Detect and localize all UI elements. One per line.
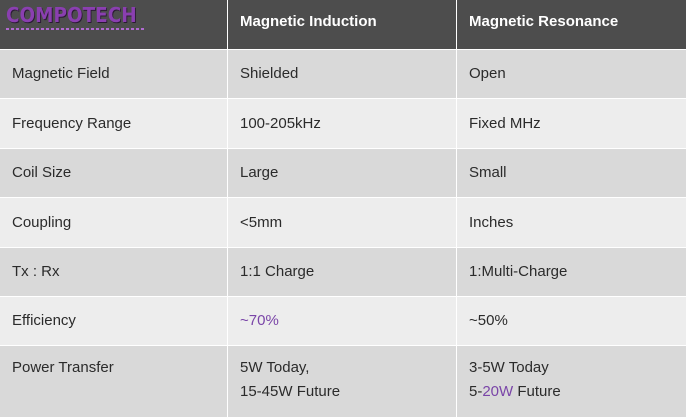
row-label: Efficiency	[0, 297, 228, 346]
table-cell: 5W Today, 15-45W Future	[228, 346, 457, 418]
row-label: Magnetic Field	[0, 50, 228, 99]
cell-line: 5-20W Future	[469, 380, 686, 404]
cell-text: Frequency Range	[12, 114, 132, 132]
cell-text: Shielded	[240, 65, 299, 82]
cell-text: Fixed MHz	[469, 114, 541, 132]
cell-line: 5W Today,	[240, 356, 456, 380]
cell-text: ~50%	[469, 312, 508, 329]
cell-text: Efficiency	[12, 312, 76, 329]
table-cell: 3-5W Today 5-20W Future	[457, 346, 687, 418]
logo-cell: COMPOTECH	[0, 0, 228, 50]
cell-line: 3-5W Today	[469, 356, 686, 380]
row-label: Coil Size	[0, 149, 228, 198]
cell-line: ~70%	[240, 309, 456, 333]
column-header: Magnetic Resonance	[457, 0, 687, 50]
table-cell: Small	[457, 149, 687, 198]
cell-text: Coupling	[12, 213, 72, 231]
header-text: Magnetic Resonance	[469, 13, 619, 30]
table-cell: 1:1 Charge	[228, 248, 457, 297]
cell-text: 1:Multi-Charge	[469, 263, 568, 280]
cell-text: 1:1 Charge	[240, 263, 315, 280]
header-text: Magnetic Induction	[240, 13, 377, 30]
cell-text: 3-5W Today	[469, 359, 549, 376]
table-cell: <5mm	[228, 198, 457, 248]
cell-line: 15-45W Future	[240, 380, 456, 404]
table-cell: Shielded	[228, 50, 457, 99]
row-label: Tx : Rx	[0, 248, 228, 297]
cell-text: 20W	[482, 383, 514, 400]
cell-text: Coil Size	[12, 164, 72, 181]
cell-text: 5W Today,	[240, 359, 310, 376]
row-label: Frequency Range	[0, 99, 228, 149]
logo-decoration	[6, 28, 146, 30]
cell-text: Large	[240, 164, 279, 181]
cell-text: Inches	[469, 213, 514, 231]
cell-text: 5-	[469, 383, 483, 400]
cell-text: Magnetic Field	[12, 65, 110, 82]
logo: COMPOTECH	[6, 3, 137, 27]
table-cell: ~50%	[457, 297, 687, 346]
table-cell: Large	[228, 149, 457, 198]
cell-text: <5mm	[240, 213, 283, 231]
table-cell: 100-205kHz	[228, 99, 457, 149]
cell-text: Tx : Rx	[12, 263, 60, 280]
table-cell: 1:Multi-Charge	[457, 248, 687, 297]
cell-text: Future	[513, 383, 561, 400]
column-header: Magnetic Induction	[228, 0, 457, 50]
table-cell: ~70%	[228, 297, 457, 346]
cell-text: Small	[469, 164, 507, 181]
row-label: Coupling	[0, 198, 228, 248]
cell-text: 100-205kHz	[240, 114, 321, 132]
row-label: Power Transfer	[0, 346, 228, 418]
cell-text: Open	[469, 65, 506, 82]
cell-text: 15-45W Future	[240, 383, 341, 400]
cell-text: ~70%	[240, 312, 279, 329]
table-cell: Inches	[457, 198, 687, 248]
cell-text: Power Transfer	[12, 359, 114, 376]
table-cell: Open	[457, 50, 687, 99]
table-cell: Fixed MHz	[457, 99, 687, 149]
